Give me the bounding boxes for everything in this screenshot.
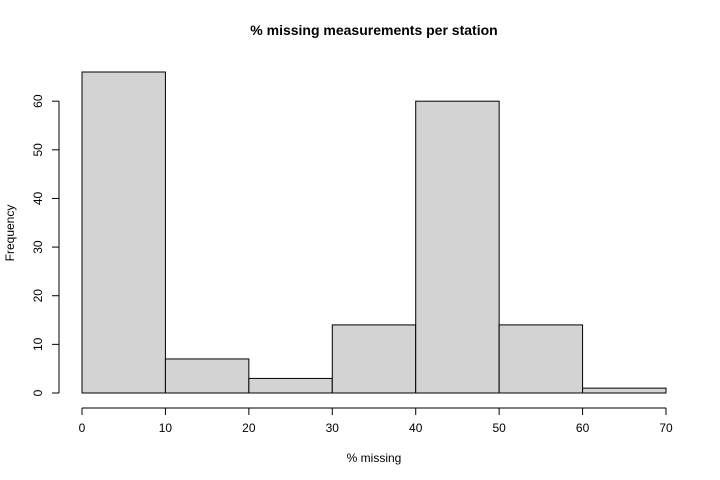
histogram-bar-10-20 (164, 358, 250, 394)
bars-group (81, 71, 667, 394)
chart-title: % missing measurements per station (250, 22, 497, 38)
histogram-bar-60-70 (582, 387, 667, 394)
x-tick-label: 40 (409, 421, 423, 435)
y-tick-label: 20 (31, 289, 45, 303)
y-tick-label: 10 (31, 337, 45, 351)
y-tick-label: 40 (31, 191, 45, 205)
y-tick-label: 0 (31, 389, 45, 396)
y-tick-label: 60 (31, 94, 45, 108)
histogram-bar-20-30 (248, 377, 333, 394)
x-tick-label: 10 (159, 421, 173, 435)
x-axis-label: % missing (347, 451, 402, 465)
histogram-bar-40-50 (415, 100, 500, 394)
x-axis: 0 10 20 30 40 50 60 70 (79, 407, 673, 435)
y-tick-label: 30 (31, 240, 45, 254)
histogram-bar-50-60 (498, 324, 584, 394)
x-tick-label: 0 (79, 421, 86, 435)
x-tick-label: 50 (492, 421, 506, 435)
y-axis-label: Frequency (3, 205, 17, 262)
x-tick-label: 30 (326, 421, 340, 435)
histogram-bar-30-40 (331, 324, 417, 394)
y-axis: 0 10 20 30 40 50 60 (31, 94, 60, 396)
x-tick-label: 20 (242, 421, 256, 435)
histogram-bar-0-10 (81, 71, 166, 394)
x-tick-label: 70 (659, 421, 673, 435)
y-tick-label: 50 (31, 143, 45, 157)
x-tick-label: 60 (576, 421, 590, 435)
